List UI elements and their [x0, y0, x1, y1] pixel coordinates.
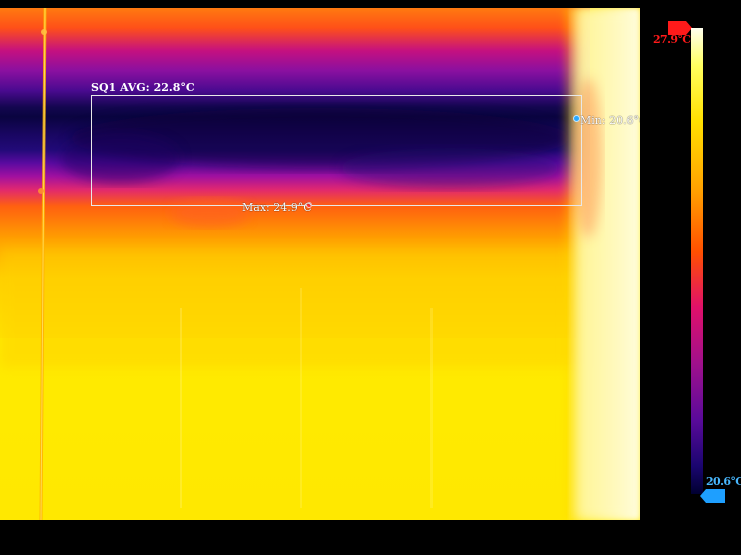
scale-min-flag-icon — [700, 489, 725, 503]
scale-max-flag-icon — [668, 21, 692, 35]
roi-rectangle[interactable] — [91, 95, 582, 206]
max-spot-marker[interactable] — [306, 202, 312, 208]
max-spot-leader-line — [298, 205, 306, 206]
color-scale-bar — [691, 28, 703, 494]
scale-min-label: 20.6°C — [706, 475, 741, 488]
scale-max-label: 27.9°C — [653, 33, 691, 46]
roi-average-label: SQ1 AVG: 22.8°C — [91, 81, 195, 94]
thermal-image: SQ1 AVG: 22.8°C Min: 20.6°C Max: 24.9°C — [0, 8, 640, 520]
min-spot-marker[interactable] — [573, 115, 580, 122]
min-spot-label: Min: 20.6°C — [580, 114, 640, 127]
max-spot-label: Max: 24.9°C — [242, 201, 312, 214]
